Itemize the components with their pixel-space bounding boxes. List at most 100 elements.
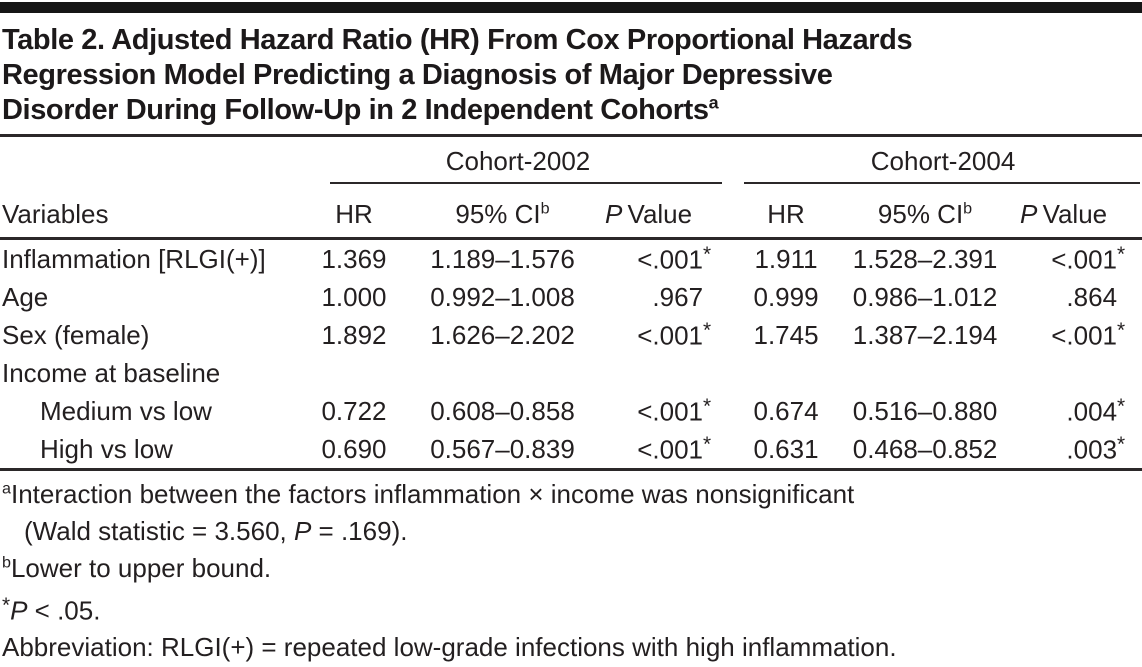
- ci-cell: 0.567–0.839: [400, 430, 605, 471]
- significance-star: *: [703, 394, 712, 418]
- p-value: <.001: [1051, 244, 1118, 275]
- p-header-rest: Value: [627, 199, 693, 229]
- column-header-row: Variables HR 95% CIb P Value HR 95% CIb P…: [0, 184, 1142, 240]
- ci-header-text: 95% CI: [877, 199, 964, 229]
- p-value: <.001: [637, 434, 704, 465]
- footnote-a: aInteraction between the factors inflamm…: [2, 476, 1140, 513]
- p-value-cell: <.001*: [605, 316, 728, 354]
- variable-cell: Inflammation [RLGI(+)]: [2, 243, 266, 274]
- p-value: .003: [1066, 434, 1118, 465]
- variable-cell: Sex (female): [2, 319, 150, 350]
- ci-cell: 1.387–2.194: [852, 319, 998, 350]
- footnote-significance: *P < .05.: [2, 587, 1140, 629]
- footnote-abbreviation: Abbreviation: RLGI(+) = repeated low-gra…: [2, 632, 897, 663]
- col-header-hr-2002: HR: [308, 184, 400, 240]
- group-underline-cohort-2004: [744, 182, 1141, 184]
- p-value-cell: .864: [1020, 278, 1142, 316]
- ci-footnote-marker: b: [963, 199, 973, 218]
- col-header-variables: Variables: [0, 184, 308, 240]
- p-header-italic: P: [605, 199, 623, 229]
- ci-cell: [830, 354, 1020, 392]
- p-value-cell: <.001*: [605, 430, 729, 471]
- significance-star: *: [1117, 394, 1126, 418]
- ci-cell: 1.626–2.202: [430, 319, 575, 350]
- title-line-2: Regression Model Predicting a Diagnosis …: [2, 59, 833, 91]
- p-value: <.001: [1051, 320, 1118, 351]
- hr-cell: 1.369: [321, 243, 387, 274]
- footnote-marker-a: a: [2, 479, 11, 498]
- variable-cell: High vs low: [0, 430, 308, 471]
- table-title: Table 2. Adjusted Hazard Ratio (HR) From…: [0, 13, 1142, 134]
- significance-star: *: [1117, 432, 1126, 456]
- col-header-p-value-2002: P Value: [605, 184, 729, 240]
- footnotes: aInteraction between the factors inflamm…: [0, 471, 1142, 666]
- title-line-1: Table 2. Adjusted Hazard Ratio (HR) From…: [2, 24, 913, 56]
- table-header: Cohort-2002 Cohort-2004 Variables HR 95%…: [0, 137, 1142, 240]
- hr-cell: 1.745: [753, 319, 819, 350]
- title-footnote-marker: a: [708, 92, 719, 113]
- p-value-cell: <.001*: [605, 239, 728, 279]
- variable-cell: Medium vs low: [40, 395, 212, 426]
- significance-star: *: [703, 432, 712, 456]
- ci-cell: 1.189–1.576: [430, 243, 575, 274]
- group-label-cohort-2004: Cohort-2004: [870, 146, 1016, 176]
- significance-star: *: [1117, 318, 1126, 342]
- table-row-sex: Sex (female) 1.892 1.626–2.202 <.001* 1.…: [0, 316, 1142, 354]
- hr-cell: 0.690: [308, 430, 400, 471]
- ci-header-text: 95% CI: [455, 199, 541, 229]
- table-row-income-baseline: Income at baseline: [0, 354, 1142, 392]
- hr-cell: [308, 354, 400, 392]
- p-value-cell: [1020, 354, 1142, 392]
- p-value-cell: <.001*: [605, 392, 728, 430]
- group-underline-cohort-2002: [330, 182, 723, 184]
- ci-cell: 0.608–0.858: [430, 395, 575, 426]
- col-header-ci-2004: 95% CIb: [830, 184, 1021, 240]
- p-value-cell: .003*: [1020, 430, 1142, 471]
- variable-cell: Age: [2, 281, 49, 312]
- p-value-cell: <.001*: [1020, 239, 1142, 279]
- hr-cell: [728, 354, 830, 392]
- p-value: <.001: [637, 396, 704, 427]
- col-header-ci-2002: 95% CIb: [400, 184, 605, 240]
- significance-star: *: [2, 594, 11, 617]
- footnote-a-text: Interaction between the factors inflamma…: [10, 479, 855, 509]
- hr-cell: 1.892: [321, 319, 387, 350]
- group-header-spacer: [0, 137, 308, 184]
- footnote-a2-suffix: = .169).: [311, 516, 408, 546]
- p-value: .004: [1066, 396, 1118, 427]
- footnote-a2-p-italic: P: [293, 516, 312, 546]
- p-value-cell: .967: [605, 278, 728, 316]
- group-header-cohort-2002: Cohort-2002: [308, 137, 728, 184]
- p-header-italic: P: [1020, 199, 1038, 229]
- p-value-cell: .004*: [1020, 392, 1142, 430]
- p-header-rest: Value: [1042, 199, 1108, 229]
- ci-cell: [400, 354, 605, 392]
- significance-star: *: [703, 318, 712, 342]
- footnote-sig-suffix: < .05.: [27, 595, 101, 626]
- hr-cell: 1.000: [321, 281, 387, 312]
- footnote-a2-prefix: (Wald statistic = 3.560,: [24, 516, 294, 546]
- p-value: <.001: [637, 320, 704, 351]
- ci-cell: 0.992–1.008: [430, 281, 575, 312]
- group-header-row: Cohort-2002 Cohort-2004: [0, 137, 1142, 184]
- footnote-a-continuation: (Wald statistic = 3.560, P = .169).: [2, 513, 1140, 550]
- table-row-income-medium: Medium vs low 0.722 0.608–0.858 <.001* 0…: [0, 392, 1142, 430]
- footnote-sig-p-italic: P: [10, 595, 28, 626]
- hr-cell: 0.631: [728, 430, 831, 471]
- ci-cell: 1.528–2.391: [852, 243, 998, 274]
- title-line-3-text: Disorder During Follow-Up in 2 Independe…: [2, 94, 709, 126]
- group-label-cohort-2002: Cohort-2002: [445, 146, 591, 176]
- table-row-inflammation: Inflammation [RLGI(+)] 1.369 1.189–1.576…: [0, 239, 1142, 279]
- ci-cell: 0.986–1.012: [852, 281, 998, 312]
- footnote-b-text: Lower to upper bound.: [10, 553, 272, 583]
- variable-cell: Income at baseline: [2, 357, 221, 388]
- title-divider-rule: [0, 134, 1142, 137]
- col-header-hr-2004: HR: [728, 184, 831, 240]
- hr-cell: 1.911: [754, 243, 818, 274]
- hr-cell: 0.674: [753, 395, 819, 426]
- table-body: Inflammation [RLGI(+)] 1.369 1.189–1.576…: [0, 239, 1142, 471]
- p-value-cell: <.001*: [1020, 316, 1142, 354]
- p-value: .967: [652, 281, 704, 312]
- p-value: <.001: [637, 244, 704, 275]
